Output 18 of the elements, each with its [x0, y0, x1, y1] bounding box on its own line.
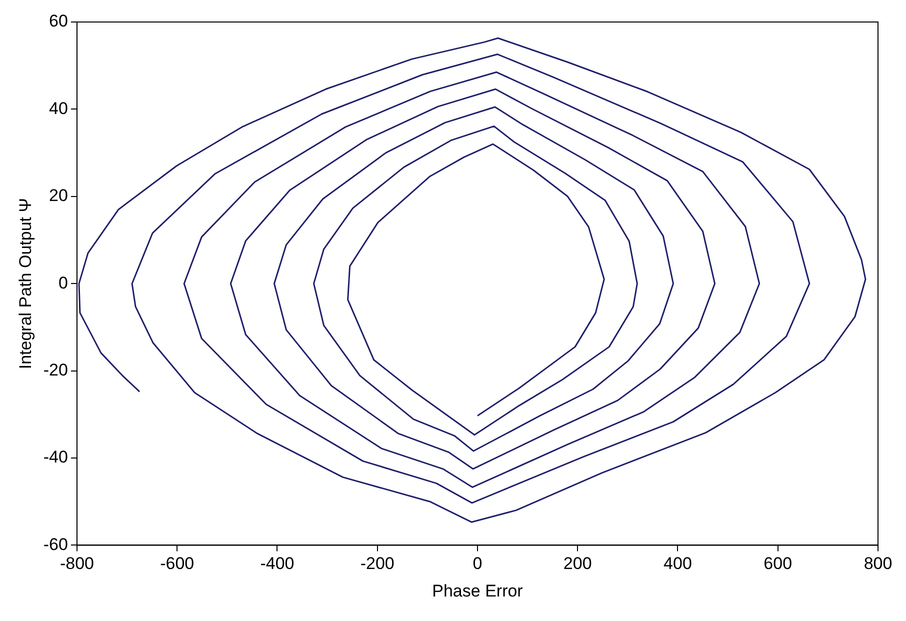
y-tick-label: 60 — [49, 12, 68, 31]
y-tick-label: -20 — [43, 360, 68, 380]
y-tick-label: 40 — [49, 98, 68, 118]
x-tick-label: 600 — [764, 554, 792, 574]
x-tick-label: -600 — [160, 554, 194, 574]
x-tick-label: -200 — [360, 554, 394, 574]
y-tick-label: -60 — [43, 534, 68, 554]
y-tick-label: 20 — [49, 186, 68, 206]
x-axis-title: Phase Error — [432, 581, 524, 600]
x-tick-label: 0 — [472, 554, 482, 574]
x-tick-label: 800 — [864, 554, 892, 574]
x-tick-label: 200 — [563, 554, 592, 574]
y-tick-label: -40 — [43, 448, 68, 467]
x-tick-label: -800 — [60, 554, 94, 574]
x-tick-label: -400 — [260, 554, 294, 574]
y-tick-label: 0 — [58, 273, 68, 292]
y-axis-title: Integral Path Output Ψ — [16, 198, 35, 370]
x-tick-label: 400 — [664, 554, 692, 574]
